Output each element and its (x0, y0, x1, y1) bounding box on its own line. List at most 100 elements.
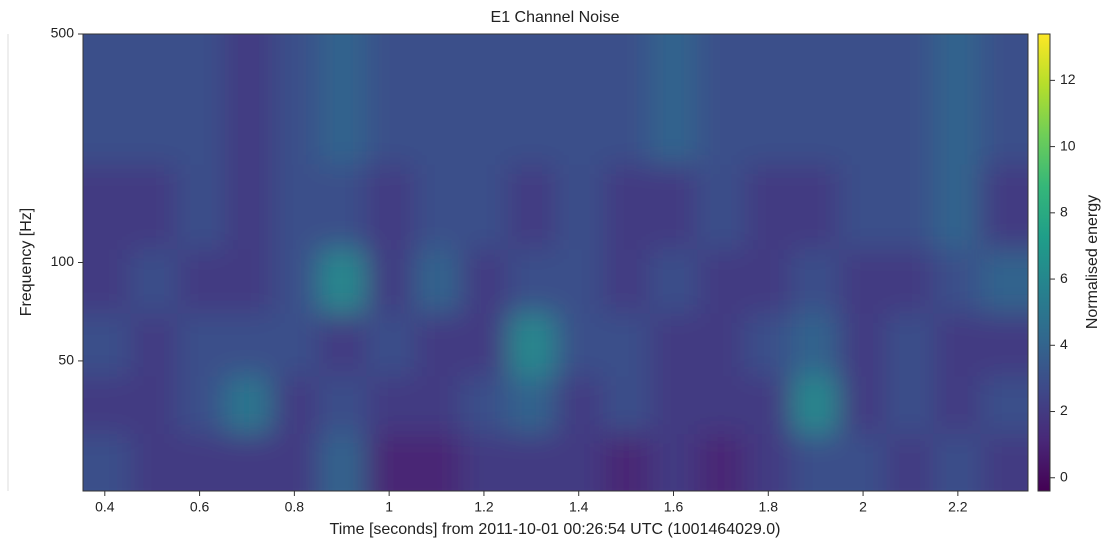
heatmap-cell (886, 34, 934, 165)
colorbar (1037, 33, 1051, 492)
heatmap-cell (83, 164, 131, 250)
heatmap-cell (791, 433, 840, 491)
heatmap-cell (224, 248, 273, 314)
heatmap-cell (130, 164, 178, 250)
heatmap-cell (649, 433, 698, 491)
heatmap-cell (933, 248, 982, 314)
x-tick-label: 1.4 (569, 499, 589, 515)
heatmap-cell (508, 248, 556, 314)
heatmap-cell (460, 375, 509, 434)
heatmap-cell (886, 164, 934, 250)
heatmap-cell (744, 164, 793, 250)
heatmap-cell (744, 248, 793, 314)
heatmap-cell (791, 375, 840, 434)
heatmap-cell (838, 433, 887, 491)
heatmap-cell (224, 375, 273, 434)
heatmap-cell (83, 248, 131, 314)
heatmap-cell (838, 313, 887, 377)
heatmap-cell (413, 433, 462, 491)
heatmap-cell (366, 34, 415, 165)
heatmap-cell (744, 433, 793, 491)
heatmap-cell (933, 164, 982, 250)
x-tick-label: 1.2 (474, 499, 494, 515)
heatmap-cell (555, 313, 604, 377)
heatmap-cell (413, 164, 462, 250)
heatmap-cell (413, 313, 462, 377)
heatmap-cell (83, 375, 131, 434)
heatmap-cell (460, 248, 509, 314)
heatmap-cell (697, 375, 746, 434)
heatmap-cell (744, 375, 793, 434)
heatmap-cell (602, 164, 651, 250)
heatmap-cell (319, 313, 367, 377)
heatmap-cell (980, 34, 1028, 165)
heatmap-cell (177, 248, 226, 314)
heatmap-cell (791, 313, 840, 377)
heatmap-cell (697, 433, 746, 491)
x-tick-label: 0.8 (285, 499, 305, 515)
heatmap-cell (460, 34, 509, 165)
y-tick-label: 50 (58, 352, 74, 368)
heatmap-cell (980, 375, 1028, 434)
x-tick-label: 0.4 (95, 499, 115, 515)
heatmap-cell (177, 433, 226, 491)
heatmap-cell (838, 248, 887, 314)
heatmap-cell (555, 164, 604, 250)
colorbar-tick-label: 8 (1060, 204, 1068, 220)
heatmap-cell (177, 375, 226, 434)
heatmap-cell (177, 34, 226, 165)
heatmap-cell (508, 433, 556, 491)
x-axis-label: Time [seconds] from 2011-10-01 00:26:54 … (330, 521, 781, 538)
heatmap-cell (886, 248, 934, 314)
heatmap-cell (130, 375, 178, 434)
heatmap-cell (697, 248, 746, 314)
heatmap-cell (319, 34, 367, 165)
heatmap-cell (83, 313, 131, 377)
x-tick-label: 2 (859, 499, 867, 515)
heatmap-cell (980, 164, 1028, 250)
heatmap-cell (83, 433, 131, 491)
x-tick-label: 1 (385, 499, 393, 515)
heatmap-cell (933, 375, 982, 434)
heatmap-cell (838, 34, 887, 165)
heatmap-cell (319, 248, 367, 314)
heatmap-cell (602, 313, 651, 377)
heatmap-cell (508, 375, 556, 434)
heatmap-cell (224, 164, 273, 250)
heatmap-cell (697, 164, 746, 250)
heatmap-cell (413, 375, 462, 434)
heatmap-cell (744, 313, 793, 377)
heatmap-cell (555, 248, 604, 314)
heatmap-cell (413, 248, 462, 314)
heatmap-cell (224, 313, 273, 377)
chart-title: E1 Channel Noise (491, 9, 620, 26)
heatmap-cell (366, 248, 415, 314)
x-tick-label: 1.6 (664, 499, 684, 515)
heatmap-cell (602, 433, 651, 491)
heatmap-cell (649, 375, 698, 434)
heatmap-cell (838, 164, 887, 250)
heatmap-cell (224, 433, 273, 491)
colorbar-tick-label: 2 (1060, 402, 1068, 418)
heatmap-cell (224, 34, 273, 165)
heatmap-cell (460, 313, 509, 377)
heatmap-cell (697, 313, 746, 377)
heatmap-cell (366, 433, 415, 491)
heatmap-cell (272, 248, 320, 314)
x-tick-label: 1.8 (759, 499, 779, 515)
heatmap-cell (886, 313, 934, 377)
colorbar-tick-label: 4 (1060, 336, 1068, 352)
heatmap-cell (980, 433, 1028, 491)
heatmap-cell (508, 164, 556, 250)
heatmap-cell (130, 248, 178, 314)
colorbar-tick-label: 0 (1060, 468, 1068, 484)
heatmap-cell (319, 375, 367, 434)
heatmap-cell (886, 375, 934, 434)
heatmap-cell (697, 34, 746, 165)
heatmap-cell (83, 34, 131, 165)
colorbar-tick-label: 6 (1060, 270, 1068, 286)
heatmap-cell (508, 34, 556, 165)
heatmap-cell (649, 248, 698, 314)
heatmap-cell (555, 433, 604, 491)
heatmap-cell (791, 164, 840, 250)
